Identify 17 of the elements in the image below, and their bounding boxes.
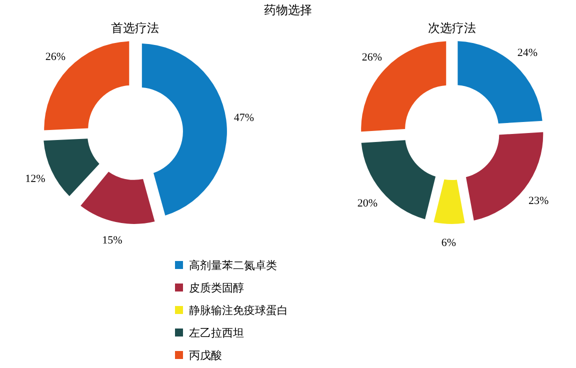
data-label: 24% xyxy=(517,46,538,59)
chart-subtitle: 次选疗法 xyxy=(428,21,476,35)
legend-label: 丙戊酸 xyxy=(189,349,222,362)
legend-label: 左乙拉西坦 xyxy=(189,328,244,340)
legend-label: 静脉输注免疫球蛋白 xyxy=(189,304,288,317)
data-label: 47% xyxy=(234,112,254,124)
data-label: 12% xyxy=(25,173,46,186)
chart-subtitle: 首选疗法 xyxy=(111,21,159,35)
data-label: 26% xyxy=(362,52,382,64)
legend-label: 皮质类固醇 xyxy=(189,282,244,294)
data-label: 15% xyxy=(102,234,122,247)
legend-label: 高剂量苯二氮卓类 xyxy=(189,259,277,272)
data-label: 23% xyxy=(528,194,549,207)
data-label: 26% xyxy=(45,50,66,63)
data-label: 20% xyxy=(357,197,378,210)
chart-title: 药物选择 xyxy=(264,3,312,17)
data-label: 6% xyxy=(441,236,456,249)
